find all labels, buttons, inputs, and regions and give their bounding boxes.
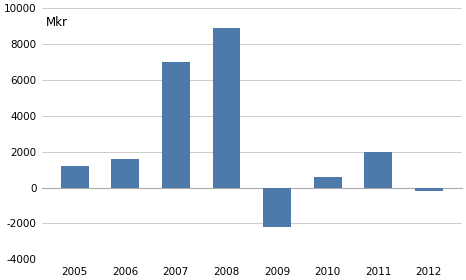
Text: 2005: 2005 xyxy=(62,267,88,277)
Text: 2006: 2006 xyxy=(112,267,138,277)
Text: 2012: 2012 xyxy=(416,267,442,277)
Bar xyxy=(314,177,342,188)
Bar xyxy=(415,188,443,191)
Text: Mkr: Mkr xyxy=(46,16,68,29)
Text: 2009: 2009 xyxy=(264,267,290,277)
Text: 2007: 2007 xyxy=(163,267,189,277)
Text: 2010: 2010 xyxy=(315,267,341,277)
Text: 2008: 2008 xyxy=(213,267,240,277)
Bar xyxy=(162,62,190,188)
Text: 2011: 2011 xyxy=(365,267,391,277)
Bar xyxy=(263,188,291,227)
Bar xyxy=(111,159,139,188)
Bar xyxy=(364,152,392,188)
Bar xyxy=(212,28,240,188)
Bar xyxy=(61,166,89,188)
